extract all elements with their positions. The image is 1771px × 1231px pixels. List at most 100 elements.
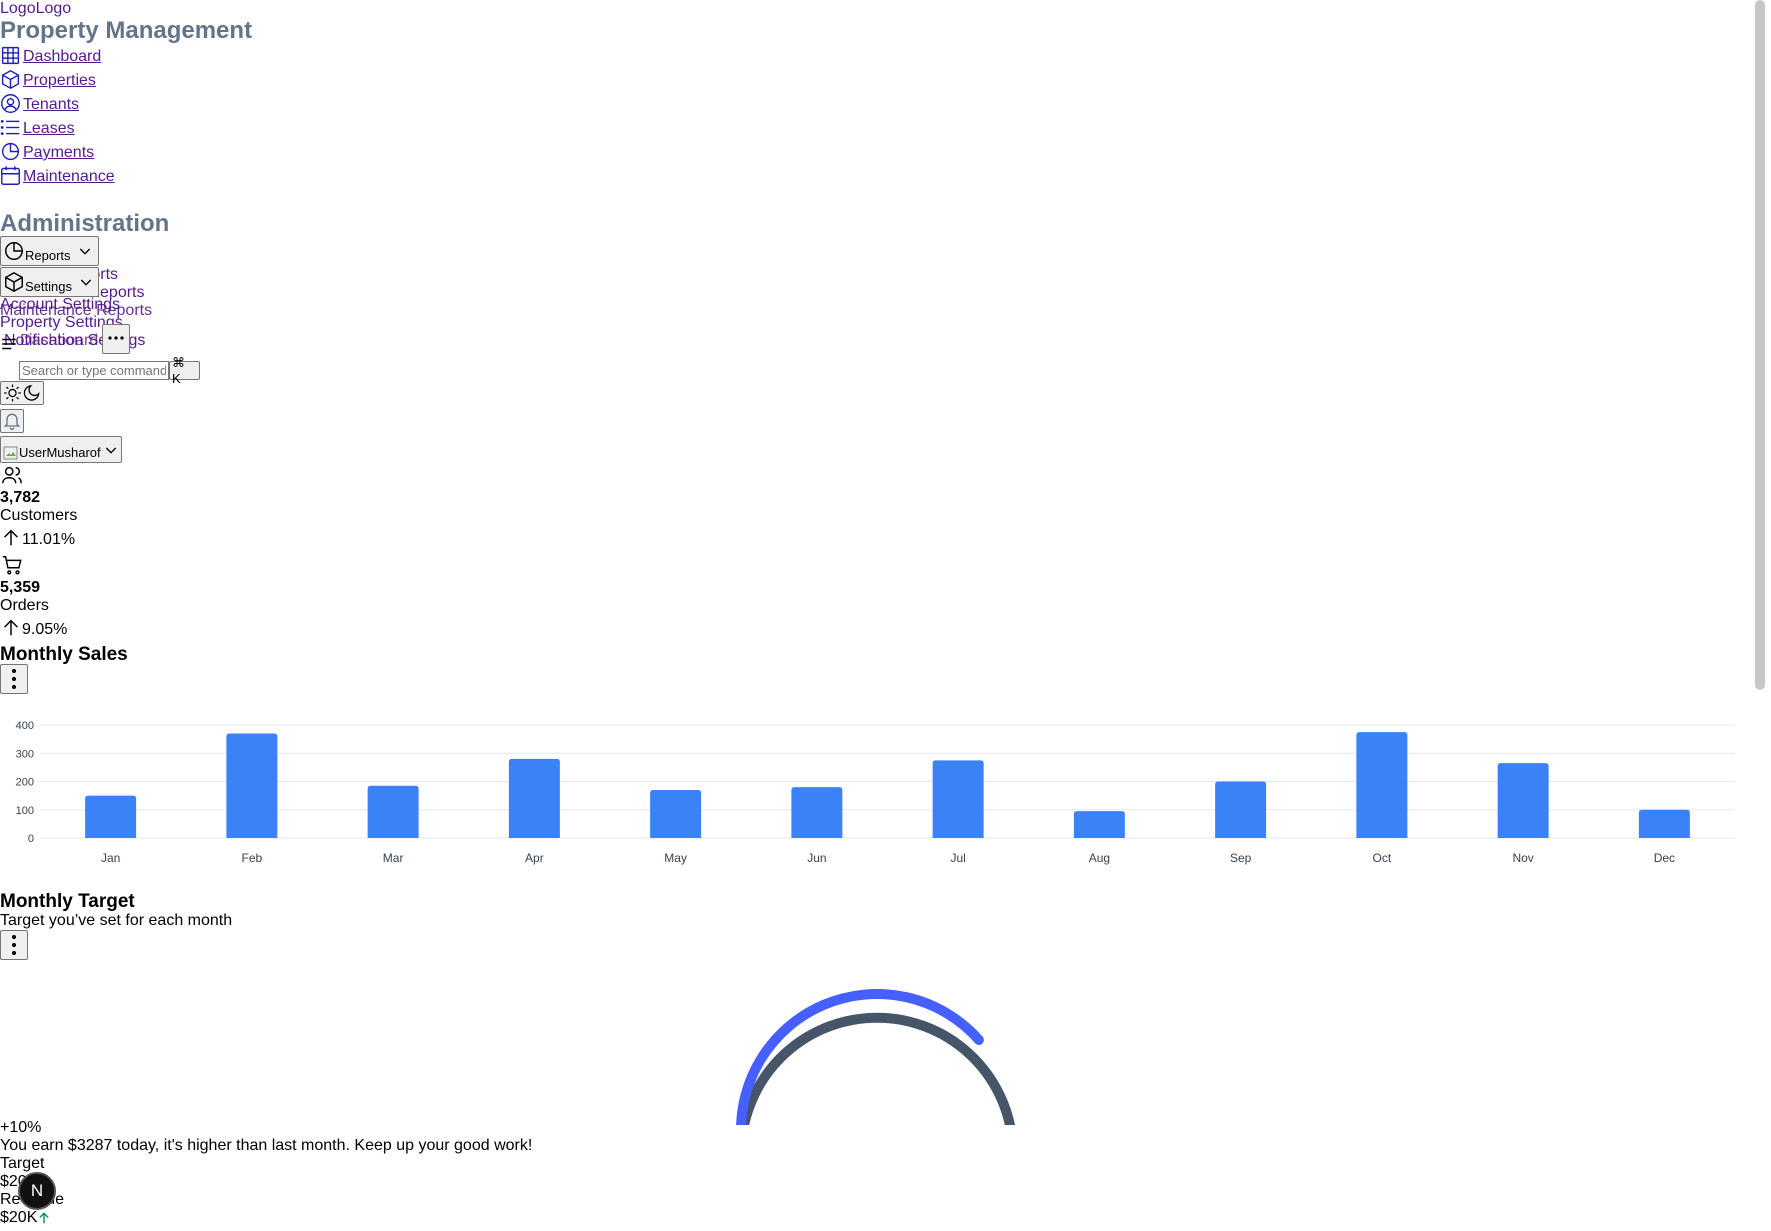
arrow-up-icon: [4, 529, 18, 546]
sidebar-item-tenants[interactable]: Tenants: [0, 90, 79, 114]
sidebar-item-label[interactable]: Leases: [23, 120, 75, 137]
more-vertical-icon: [12, 935, 16, 955]
customers-change: 11.01%: [0, 527, 75, 549]
bar-jun[interactable]: [791, 787, 843, 838]
sidebar-item-label[interactable]: Dashboard: [23, 48, 102, 65]
orders-value: 5,359: [0, 579, 41, 596]
more-options-button[interactable]: [102, 324, 130, 354]
more-horizontal-icon: [108, 336, 124, 340]
revenue-value-row: $20K: [0, 1209, 51, 1227]
pie-chart-icon: [1, 142, 20, 161]
moon-icon: [23, 385, 40, 401]
sidebar-item-label[interactable]: Maintenance: [23, 168, 115, 185]
monthly-target-subtitle: Target you’ve set for each month: [0, 912, 233, 929]
x-tick-label: Feb: [242, 851, 263, 865]
submenu-maintenance-reports-link[interactable]: Maintenance Reports: [0, 302, 153, 319]
shortcut-label: ⌘ K: [172, 355, 185, 386]
bar-sep[interactable]: [1215, 781, 1267, 839]
box-icon: [1, 69, 20, 90]
bar-nov[interactable]: [1497, 763, 1549, 838]
brand-heading: Property Management: [0, 17, 253, 44]
submenu-dashboard-fragment[interactable]: Dashboard: [20, 332, 99, 349]
bar-apr[interactable]: [508, 758, 560, 838]
target-message: You earn $3287 today, it's higher than l…: [0, 1137, 533, 1154]
sidebar-item-payments[interactable]: Payments: [0, 138, 94, 162]
monthly-target-title: Monthly Target: [0, 891, 135, 912]
reports-dropdown-button[interactable]: Reports: [0, 236, 99, 266]
user-name: Musharof: [46, 445, 101, 460]
x-tick-label: Jun: [807, 851, 826, 865]
sidebar-item-label[interactable]: Tenants: [23, 96, 80, 113]
sidebar-item-maintenance[interactable]: Maintenance: [0, 162, 115, 186]
bar-aug[interactable]: [1073, 811, 1125, 838]
submenu-property-settings-link[interactable]: Property Settings: [0, 314, 123, 331]
bar-feb[interactable]: [226, 733, 278, 838]
bar-dec[interactable]: [1638, 809, 1690, 838]
chevron-down-icon: [79, 248, 90, 255]
broken-image-icon: [3, 446, 18, 459]
nextjs-badge[interactable]: N: [18, 1172, 56, 1210]
logo-link-dark[interactable]: Logo: [36, 0, 72, 18]
users-icon: [2, 466, 22, 484]
settings-dropdown-button[interactable]: Settings: [0, 267, 99, 297]
bar-mar[interactable]: [367, 785, 419, 838]
bar-jul[interactable]: [932, 760, 984, 838]
sidebar-item-dashboard[interactable]: Dashboard: [0, 42, 101, 66]
customers-value: 3,782: [0, 489, 41, 506]
x-tick-label: Oct: [1373, 851, 1392, 865]
cart-icon: [2, 556, 22, 575]
more-vertical-icon: [12, 669, 16, 689]
menu-toggle-button[interactable]: [0, 335, 20, 355]
box-icon: [5, 271, 23, 293]
sidebar-item-label[interactable]: Payments: [23, 144, 95, 161]
gauge-track: [739, 1012, 1015, 1125]
sidebar-item-properties[interactable]: Properties: [0, 66, 96, 90]
search-shortcut-button[interactable]: ⌘ K: [169, 355, 200, 386]
avatar: User: [3, 445, 46, 461]
search-input[interactable]: [19, 361, 169, 380]
x-tick-label: Aug: [1089, 851, 1110, 865]
bell-icon: [3, 413, 21, 430]
theme-toggle-button[interactable]: [0, 381, 44, 405]
target-label: Target: [0, 1155, 45, 1172]
arrow-up-icon: [4, 619, 18, 636]
page-scrollbar[interactable]: [1755, 0, 1765, 690]
y-tick-label: 400: [16, 720, 34, 732]
bar-may[interactable]: [650, 789, 702, 838]
x-tick-label: Apr: [525, 851, 544, 865]
logo-link[interactable]: Logo: [0, 0, 36, 18]
user-menu-button[interactable]: User Musharof: [0, 436, 122, 463]
admin-heading: Administration: [0, 210, 170, 237]
monthly-sales-chart: 0 100 200 300 400 Jan Feb Mar Apr May Jun Jul Aug Sep…: [16, 720, 1735, 865]
monthly-target-menu-button[interactable]: [0, 930, 28, 960]
y-tick-label: 0: [28, 833, 34, 845]
y-tick-label: 200: [16, 777, 34, 789]
monthly-sales-menu-button[interactable]: [0, 664, 28, 694]
chevron-down-icon: [80, 279, 92, 286]
notifications-button[interactable]: [0, 409, 24, 433]
monthly-sales-title: Monthly Sales: [0, 644, 128, 665]
y-tick-label: 300: [16, 748, 34, 760]
x-tick-label: May: [664, 851, 687, 865]
bar-oct[interactable]: [1356, 732, 1408, 838]
x-tick-label: Jul: [950, 851, 965, 865]
bar-jan[interactable]: [85, 795, 137, 838]
arrow-up-icon: [39, 1212, 49, 1224]
sidebar-item-leases[interactable]: Leases: [0, 114, 75, 138]
submenu-account-settings-link[interactable]: Account Settings: [0, 296, 121, 313]
reports-label: Reports: [25, 247, 71, 263]
avatar-alt: User: [19, 445, 47, 460]
calendar-icon: [1, 166, 20, 185]
customers-change-value: 11.01%: [22, 531, 76, 548]
target-change: +10%: [0, 1119, 42, 1136]
sidebar-item-label[interactable]: Properties: [23, 72, 96, 89]
menu-icon: [2, 338, 16, 350]
x-tick-label: Dec: [1654, 851, 1675, 865]
logo-alt: Logo: [0, 0, 36, 17]
x-tick-label: Mar: [383, 851, 404, 865]
logo-alt-dark: Logo: [35, 0, 72, 17]
x-tick-label: Jan: [101, 851, 120, 865]
chevron-down-icon: [105, 447, 116, 454]
logo-group[interactable]: Logo Logo: [0, 0, 71, 18]
user-circle-icon: [1, 94, 20, 113]
